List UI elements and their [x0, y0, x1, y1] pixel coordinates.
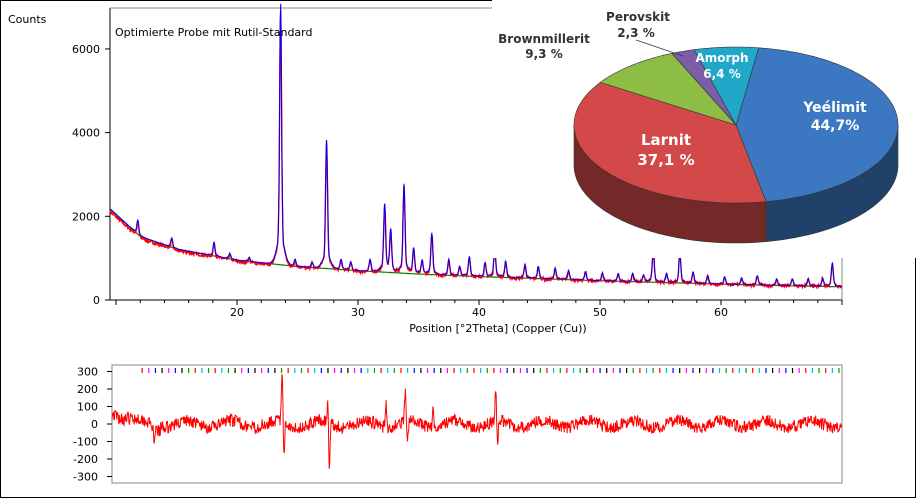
pie-slice-amorph	[693, 46, 760, 126]
diff-y-tick-label: 0	[91, 418, 98, 431]
pie-label-yeelimit-value: 44,7%	[811, 118, 860, 134]
main-ylabel: Counts	[8, 13, 47, 26]
x-tick-label: 40	[472, 306, 486, 319]
difference-plot: -300 -200 -100 0 100 200 300	[73, 364, 843, 484]
pie-slice-brownmillerit	[599, 53, 737, 126]
calculated-curve	[109, 3, 842, 288]
diff-y-tick-label: -100	[73, 436, 98, 449]
x-tick-label: 60	[714, 306, 728, 319]
difference-curve	[111, 374, 843, 469]
diff-y-tick-label: 300	[77, 366, 98, 379]
x-tick-label: 30	[351, 306, 365, 319]
y-tick-label: 2000	[72, 210, 100, 223]
x-tick-label: 20	[230, 306, 244, 319]
y-tick-label: 6000	[72, 43, 100, 56]
diff-y-tick-label: -300	[73, 471, 98, 484]
diff-y-tick-label: -200	[73, 453, 98, 466]
diff-y-tick-label: 100	[77, 401, 98, 414]
pie-label-perovskit: Perovskit	[606, 10, 670, 24]
pie-label-larnit-value: 37,1 %	[637, 151, 694, 169]
pie-label-brownmillerit: Brownmillerit	[498, 32, 590, 46]
main-ticks: 0 2000 4000 6000 20 30 40 50 60	[72, 43, 843, 319]
pie-label-amorph: Amorph	[695, 51, 748, 65]
pie-slice-larnit	[573, 82, 767, 204]
pie-slice-yelimit	[735, 47, 899, 202]
phase-pie-chart: Yeélimit 44,7% Larnit 37,1 % Brownmillerit9,…	[492, 0, 916, 258]
diff-ticks: -300 -200 -100 0 100 200 300	[73, 366, 112, 484]
xrd-main-plot: Counts Optimierte Probe mit Rutil-Standa…	[8, 3, 843, 335]
pie-label-larnit: Larnit	[641, 131, 691, 149]
pie-label-perovskit-value: 2,3 %	[617, 26, 654, 40]
pie-label-yeelimit: Yeélimit	[802, 100, 867, 116]
y-tick-label: 0	[93, 294, 100, 307]
x-tick-label: 50	[593, 306, 607, 319]
perovskit-leader-line	[635, 39, 684, 57]
y-tick-label: 4000	[72, 127, 100, 140]
phase-markers	[141, 368, 840, 373]
pie-label-brownmillerit-value: 9,3 %	[525, 47, 562, 61]
pie-label-amorph-value: 6,4 %	[703, 67, 740, 81]
diff-y-tick-label: 200	[77, 383, 98, 396]
main-xlabel: Position [°2Theta] (Copper (Cu))	[409, 322, 586, 335]
main-title: Optimierte Probe mit Rutil-Standard	[115, 26, 312, 39]
